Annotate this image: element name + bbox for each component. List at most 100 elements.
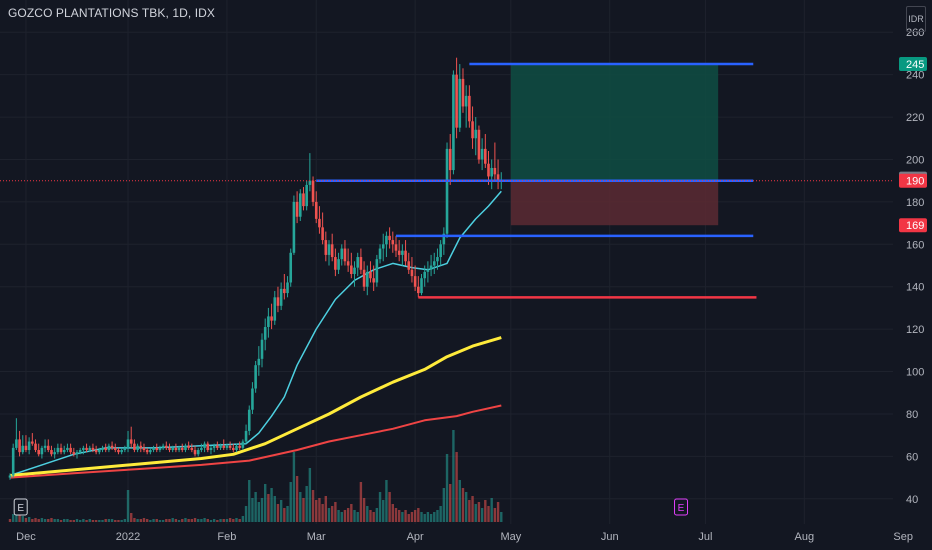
candle-body	[321, 227, 324, 241]
candle-body	[193, 450, 197, 455]
price-tick-label: 240	[906, 70, 924, 82]
candle-body	[365, 271, 369, 287]
candle-body	[270, 316, 273, 321]
price-tag-bg	[899, 173, 927, 188]
volume-bar	[375, 508, 379, 522]
volume-bar	[321, 504, 324, 522]
price-tick-label: 140	[906, 282, 924, 294]
price-tag-label: 245	[906, 59, 924, 71]
candle-body	[353, 267, 356, 274]
time-axis[interactable]: Dec 2022 Feb Mar Apr May Jun Jul Aug Sep	[0, 524, 932, 550]
volume-bar	[82, 519, 85, 522]
volume-bar	[50, 518, 53, 522]
candle-body	[145, 450, 149, 453]
currency-label[interactable]: IDR	[906, 6, 926, 32]
candle-body	[305, 184, 308, 207]
position-tool[interactable]	[510, 64, 719, 226]
volume-bar	[388, 492, 391, 522]
candle-body	[276, 297, 280, 306]
earnings-marker-box	[674, 498, 689, 516]
candle-body	[171, 447, 174, 451]
volume-bar	[311, 490, 315, 522]
volume-bar	[142, 518, 146, 522]
candle-body	[165, 445, 168, 448]
volume-bar	[273, 496, 276, 522]
volume-bar	[318, 498, 321, 522]
volume-bar	[468, 500, 471, 522]
candle-body	[168, 447, 171, 451]
volume-bar	[346, 508, 350, 522]
volume-bar	[366, 506, 369, 522]
price-axis[interactable]: 40 60 80 100 120 140 160 180 200 220 240 260	[893, 0, 932, 550]
volume-bar	[350, 504, 353, 522]
price-tick-label: 260	[906, 27, 924, 39]
symbol-title[interactable]: GOZCO PLANTATIONS TBK, 1D, IDX	[8, 6, 216, 20]
candle-body	[247, 409, 251, 431]
candle-body	[381, 244, 385, 249]
candle-body	[107, 445, 111, 451]
volume-bar	[423, 514, 426, 522]
candle-body	[455, 74, 458, 128]
volume-bar	[177, 520, 181, 522]
ma-line	[9, 336, 502, 477]
candle-body	[448, 148, 452, 171]
volume-bar	[439, 506, 442, 522]
candle-body	[94, 450, 98, 453]
candle-body	[340, 248, 344, 260]
candle-body	[31, 441, 34, 444]
time-tick-label: Apr	[407, 531, 424, 543]
volume-bar	[484, 500, 487, 522]
volume-bar	[187, 519, 190, 522]
candle-body	[238, 445, 241, 448]
volume-bar	[496, 502, 500, 522]
volume-bar	[474, 504, 477, 522]
candle-body	[75, 452, 79, 455]
candle-body	[161, 445, 165, 448]
volume-bar	[8, 519, 12, 522]
candle-body	[37, 450, 41, 455]
time-tick-label: Dec	[16, 531, 36, 543]
volume-bar	[21, 516, 24, 522]
volume-bar	[299, 492, 302, 522]
volume-bar	[330, 506, 334, 522]
time-tick-label: Sep	[893, 531, 913, 543]
volume-bar	[209, 520, 213, 522]
candle-body	[15, 439, 18, 448]
volume-bar	[69, 520, 72, 522]
candle-body	[461, 78, 465, 107]
volume-bar	[397, 510, 401, 522]
volume-bar	[94, 520, 98, 522]
volume-bar	[72, 520, 75, 522]
volume-bar	[433, 512, 436, 522]
candle-body	[8, 475, 12, 478]
candle-body	[267, 316, 270, 328]
volume-bar	[53, 519, 56, 522]
volume-bar	[203, 518, 206, 522]
price-tick-label: 100	[906, 367, 924, 379]
volume-bar	[193, 518, 197, 522]
volume-bar	[270, 488, 273, 522]
candle-body	[468, 95, 471, 122]
volume-bar	[110, 519, 114, 522]
volume-bar	[413, 510, 417, 522]
volume-bar	[378, 492, 382, 522]
volume-bar	[168, 519, 171, 522]
candle-body	[413, 276, 417, 287]
candle-body	[442, 233, 446, 245]
volume-bar	[257, 502, 261, 522]
candle-body	[139, 445, 143, 448]
candle-body	[273, 297, 277, 321]
candle-body	[484, 148, 487, 164]
volume-bar	[130, 513, 133, 522]
volume-bar	[353, 510, 356, 522]
candle-body	[298, 193, 302, 217]
candle-body	[477, 129, 481, 160]
candle-body	[404, 250, 407, 262]
volume-bar	[197, 519, 200, 522]
time-axis-bg	[0, 524, 932, 550]
candle-body	[174, 447, 178, 451]
volume-bar	[490, 498, 493, 522]
candle-body	[480, 148, 484, 160]
